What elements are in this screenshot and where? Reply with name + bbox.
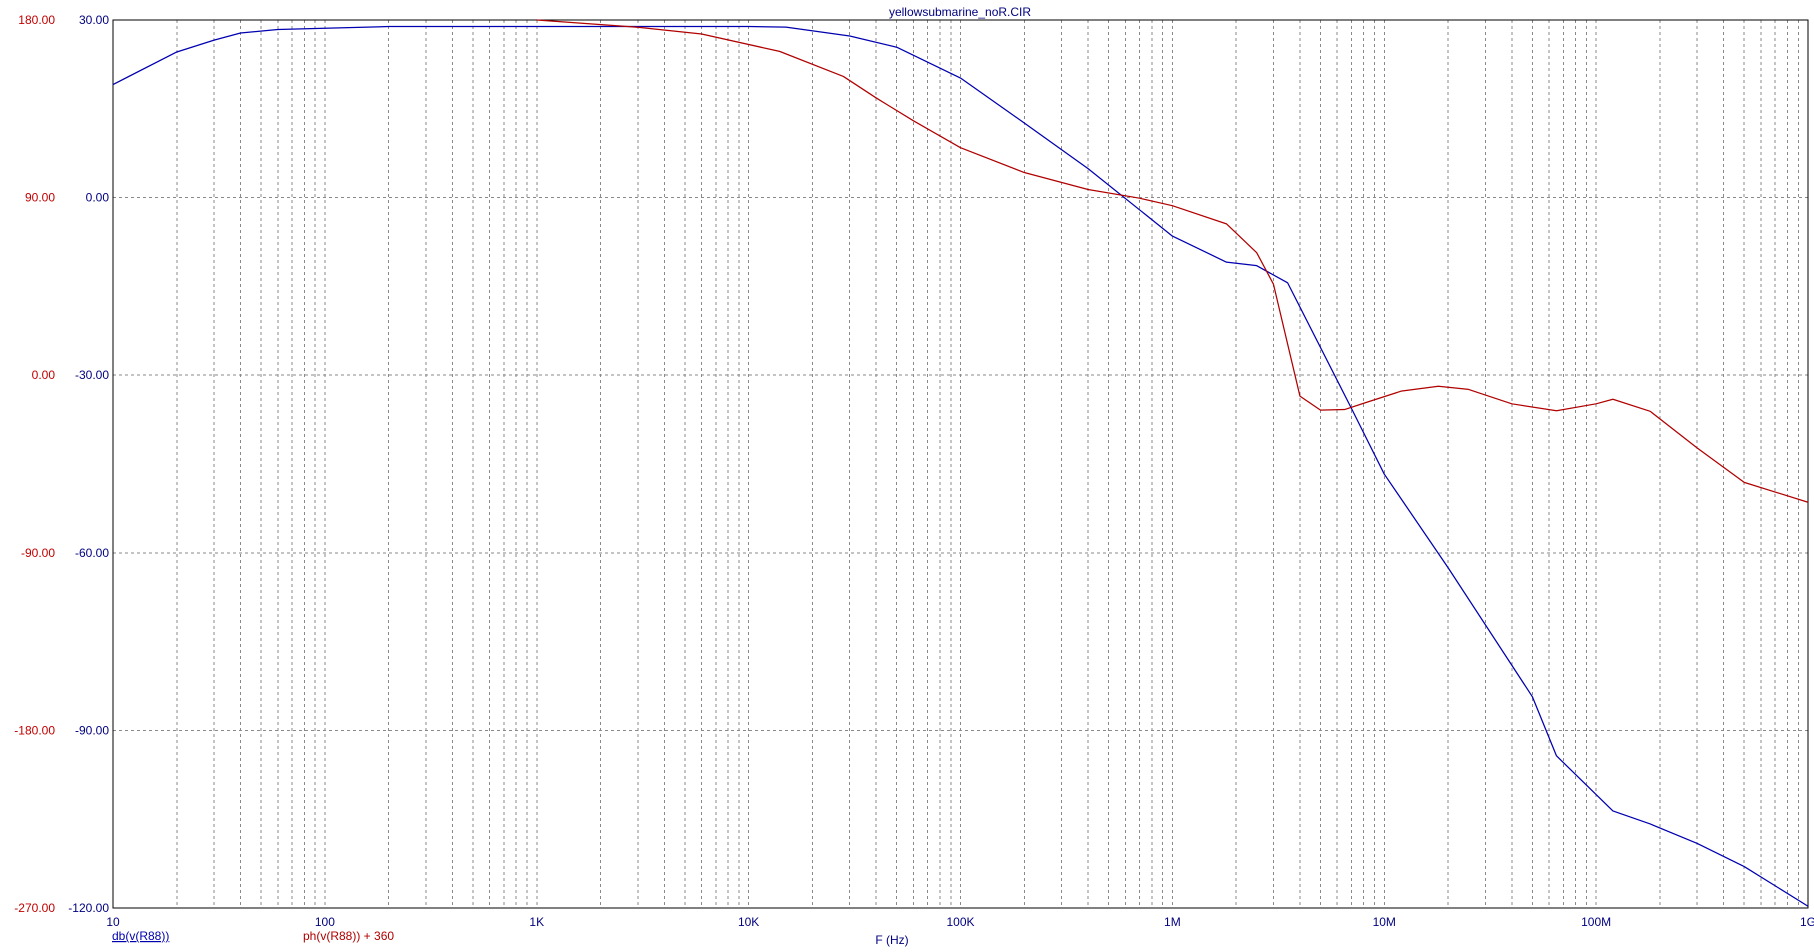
x-axis-tick-label: 1M [1164,915,1181,929]
left-axis-tick-label: 180.00 [18,13,55,27]
x-axis: 10 100 1K 10K 100K 1M 10M 100M 1G [106,915,1814,929]
series-db-line [112,25,1809,907]
x-axis-tick-label: 10M [1373,915,1396,929]
left-axis-tick-label: -180.00 [14,723,55,737]
right-axis-tick-label: -30.00 [75,368,109,382]
right-axis-tick-label: -60.00 [75,546,109,560]
right-axis-tick-label: 30.00 [79,13,109,27]
x-axis-tick-label: 1G [1800,915,1814,929]
right-y-axis: 30.00 0.00 -30.00 -60.00 -90.00 -120.00 [68,13,109,915]
grid [113,20,1808,908]
x-axis-tick-label: 100 [315,915,335,929]
x-axis-tick-label: 100M [1581,915,1611,929]
x-axis-tick-label: 10K [738,915,759,929]
x-axis-tick-label: 10 [106,915,120,929]
legend-db-series[interactable]: db(v(R88)) [112,929,169,943]
plot-area-frame [112,19,1809,909]
right-axis-tick-label: 0.00 [86,191,110,205]
x-axis-label: F (Hz) [875,933,908,947]
left-axis-tick-label: 0.00 [32,368,56,382]
left-axis-tick-label: -90.00 [21,546,55,560]
x-axis-tick-label: 1K [529,915,544,929]
legend-phase-series[interactable]: ph(v(R88)) + 360 [303,929,394,943]
right-axis-tick-label: -90.00 [75,723,109,737]
series-layer [112,19,1809,907]
left-y-axis: 180.00 90.00 0.00 -90.00 -180.00 -270.00 [14,13,55,915]
left-axis-tick-label: -270.00 [14,901,55,915]
x-axis-tick-label: 100K [946,915,974,929]
series-phase-line [536,19,1809,503]
chart-title: yellowsubmarine_noR.CIR [889,5,1031,19]
left-axis-tick-label: 90.00 [25,191,55,205]
right-axis-tick-label: -120.00 [68,901,109,915]
